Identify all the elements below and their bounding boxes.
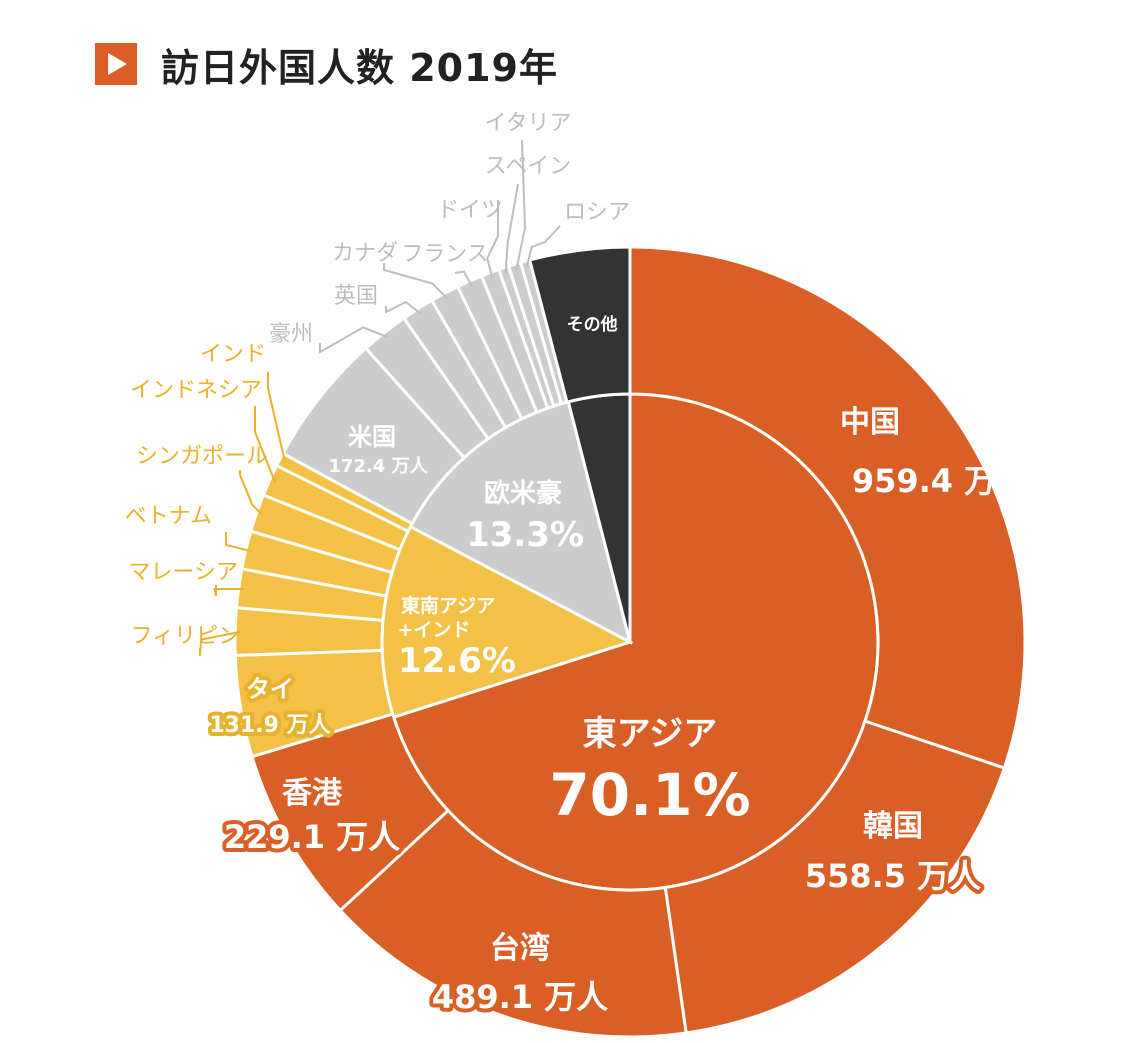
inner-pct-southeast-asia: 12.6%: [398, 641, 516, 681]
leader-line-indonesia: [254, 406, 277, 483]
leader-line-singapore: [239, 470, 264, 516]
inner-pct-east-asia: 70.1%: [549, 761, 750, 829]
callout-label-canada: カナダ: [332, 241, 398, 266]
inner-label-southeast-asia-2: +インド: [398, 619, 471, 641]
callout-label-uk: 英国: [334, 284, 378, 309]
leader-line-uk: [385, 300, 422, 315]
outer-ring: [233, 245, 1027, 1039]
callout-label-russia: ロシア: [564, 200, 630, 225]
callout-label-spain: スペイン: [485, 154, 571, 179]
outer-value-taiwan: 489.1 万人: [432, 978, 608, 1016]
outer-value-korea: 558.5 万人: [805, 857, 981, 895]
callout-label-france: フランス: [401, 242, 489, 267]
leader-line-france: [454, 270, 473, 288]
leader-line-malaysia: [213, 585, 245, 597]
outer-label-china: 中国: [840, 405, 900, 440]
callout-label-indonesia: インドネシア: [130, 378, 262, 403]
outer-label-hongkong: 香港: [282, 776, 343, 811]
callout-label-philippines: フィリピン: [130, 624, 240, 649]
callout-label-india: インド: [200, 342, 266, 367]
leader-line-russia: [525, 225, 561, 268]
callout-label-singapore: シンガポール: [136, 444, 268, 469]
outer-slice-korea: [663, 719, 1007, 1035]
outer-value-usa: 172.4 万人: [328, 456, 428, 477]
chart-title: 訪日外国人数 2019年: [161, 45, 558, 90]
outer-slice-china: [628, 245, 1027, 770]
leader-line-india: [267, 372, 287, 463]
callout-label-italy: イタリア: [484, 111, 571, 136]
inner-label-east-asia: 東アジア: [583, 714, 718, 754]
callout-label-australia: 豪州: [269, 322, 313, 347]
leader-line-australia: [319, 326, 389, 354]
inner-pct-western: 13.3%: [466, 515, 584, 555]
chart-title-bar: 訪日外国人数 2019年: [95, 40, 558, 90]
leader-line-spain: [504, 183, 519, 274]
callout-label-germany: ドイツ: [437, 198, 503, 223]
outer-label-usa: 米国: [348, 423, 396, 451]
outer-slice-other: [527, 245, 632, 404]
outer-label-thailand: タイ: [246, 675, 294, 703]
leader-line-germany: [486, 200, 499, 279]
callout-label-malaysia: マレーシア: [128, 560, 238, 585]
callout-label-vietnam: ベトナム: [125, 504, 212, 529]
leader-line-canada: [383, 263, 449, 300]
outer-label-other: その他: [567, 314, 618, 335]
inner-label-western: 欧米豪: [484, 478, 562, 509]
outer-value-thailand: 131.9 万人: [209, 713, 330, 738]
outer-label-korea: 韓国: [863, 809, 923, 844]
outer-value-china: 959.4 万人: [852, 462, 1028, 500]
leader-line-philippines: [199, 630, 242, 657]
inner-label-southeast-asia-1: 東南アジア: [401, 594, 495, 617]
leader-line-vietnam: [225, 532, 252, 553]
play-triangle-icon: [95, 43, 137, 85]
outer-slice-taiwan: [338, 808, 688, 1039]
outer-value-hongkong: 229.1 万人: [224, 818, 400, 856]
outer-label-taiwan: 台湾: [490, 931, 550, 966]
leader-line-italy: [515, 139, 527, 271]
